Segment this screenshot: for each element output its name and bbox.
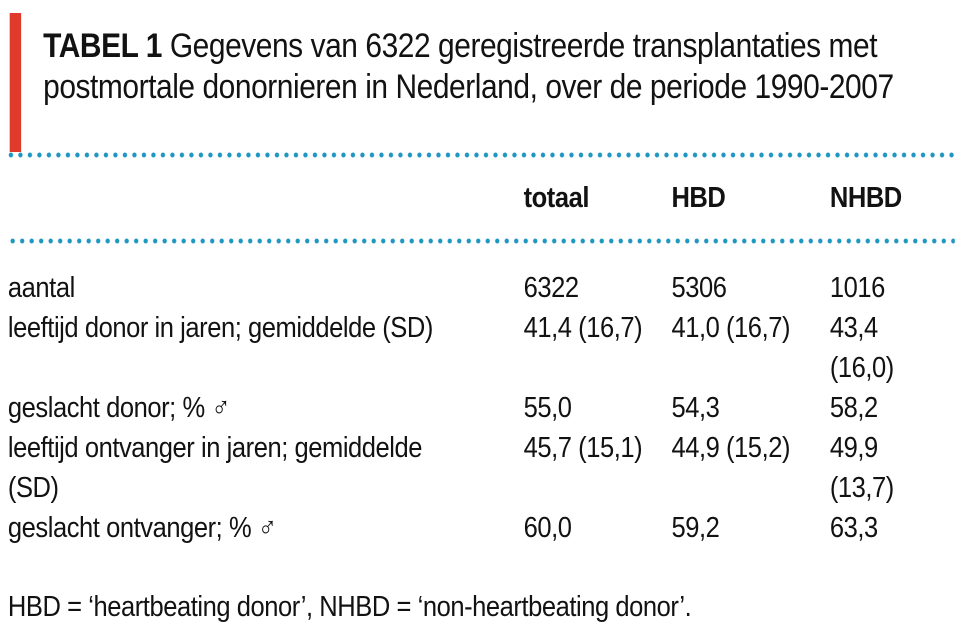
row-label: leeftijd donor in jaren; gemiddelde (SD) <box>7 312 433 344</box>
column-header-hbd: HBD <box>671 181 726 214</box>
cell-value: 41,4 (16,7) <box>523 312 643 344</box>
table-number-label: TABEL 1 <box>43 27 162 65</box>
table-row: geslacht donor; % ♂ 55,0 54,3 58,2 <box>8 388 955 428</box>
table-row: geslacht ontvanger; % ♂ 60,0 59,2 63,3 <box>8 508 955 548</box>
cell-value: 45,7 (15,1) <box>523 432 643 464</box>
cell-value: 6322 <box>523 272 579 304</box>
table-footnote: HBD = ‘heartbeating donor’, NHBD = ‘non-… <box>7 591 692 623</box>
table-body: aantal 6322 5306 1016 leeftijd donor in … <box>8 244 955 548</box>
column-header-totaal: totaal <box>523 181 590 214</box>
cell-value: 41,0 (16,7) <box>671 312 791 344</box>
cell-value: 49,9 (13,7) <box>829 432 894 504</box>
divider-top <box>6 152 955 158</box>
cell-value: 63,3 <box>829 512 878 544</box>
cell-value: 44,9 (15,2) <box>671 432 791 464</box>
row-label: leeftijd ontvanger in jaren; gemiddelde … <box>7 432 423 504</box>
table-title-text: Gegevens van 6322 geregistreerde transpl… <box>43 27 894 106</box>
table-header-row: totaal HBD NHBD <box>8 158 955 238</box>
cell-value: 60,0 <box>523 512 572 544</box>
data-table: totaal HBD NHBD aantal 6322 5306 1016 le… <box>7 158 955 638</box>
row-label: geslacht ontvanger; % ♂ <box>7 512 277 544</box>
cell-value: 54,3 <box>671 392 720 424</box>
cell-value: 43,4 (16,0) <box>829 312 894 384</box>
row-label: geslacht donor; % ♂ <box>7 392 231 424</box>
cell-value: 1016 <box>829 272 885 304</box>
cell-value: 55,0 <box>523 392 572 424</box>
row-label: aantal <box>7 272 75 304</box>
table-title: TABEL 1 Gegevens van 6322 geregistreerde… <box>43 26 958 108</box>
table-row: leeftijd ontvanger in jaren; gemiddelde … <box>8 428 955 508</box>
divider-header <box>7 238 955 244</box>
cell-value: 58,2 <box>829 392 878 424</box>
cell-value: 59,2 <box>671 512 720 544</box>
column-header-nhbd: NHBD <box>829 181 902 214</box>
cell-value: 5306 <box>671 272 727 304</box>
accent-bar <box>9 13 22 152</box>
table-row: leeftijd donor in jaren; gemiddelde (SD)… <box>8 308 955 388</box>
table-row: aantal 6322 5306 1016 <box>8 268 955 308</box>
